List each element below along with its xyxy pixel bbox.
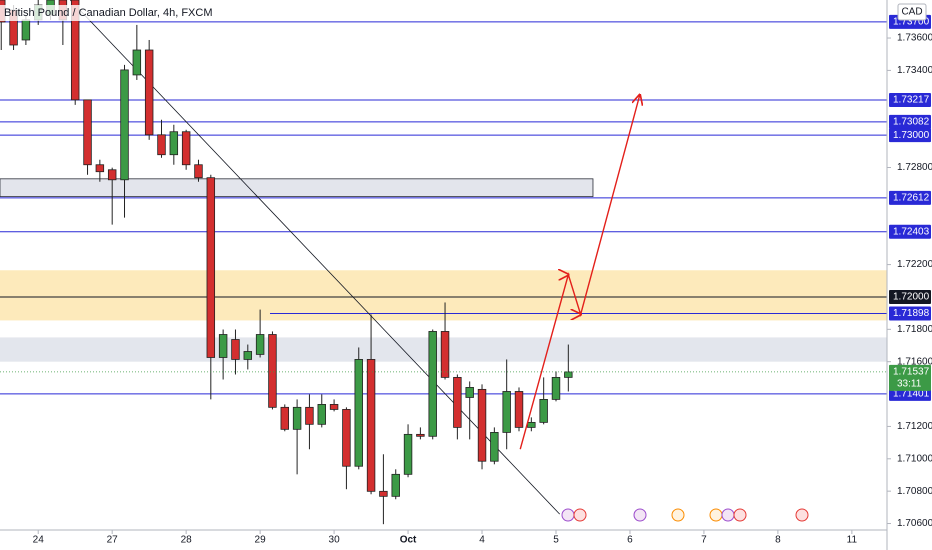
x-tick-label: 27 (107, 535, 119, 546)
candle-body (354, 359, 363, 467)
candle-body (379, 490, 388, 497)
candle-body (144, 49, 154, 136)
level-label: 1.72403 (893, 226, 930, 237)
x-tick-label: 28 (181, 535, 193, 546)
level-label: 1.73082 (893, 117, 930, 128)
candle-body (120, 69, 129, 181)
candle-body (70, 0, 80, 101)
level-label-bg (889, 128, 931, 143)
level-label: 1.73700 (893, 16, 930, 27)
level-label: 1.71898 (893, 308, 930, 319)
candle-body (428, 331, 437, 437)
x-tick-label: 11 (847, 535, 858, 546)
y-tick-label: 1.71200 (897, 421, 932, 432)
zone (0, 178, 594, 198)
candle-body (440, 331, 450, 378)
projection-arrow (519, 95, 640, 450)
x-tick-label: 4 (479, 535, 485, 546)
candle-body (107, 169, 117, 181)
level-label-bg (889, 190, 931, 205)
candle-body (181, 131, 191, 166)
candle-body (292, 406, 302, 430)
candle-body (317, 404, 326, 425)
candle-body (194, 164, 203, 179)
candle-body (206, 177, 216, 358)
candle-body (157, 134, 166, 156)
level-label: 1.71401 (893, 389, 930, 400)
y-tick-label: 1.72800 (897, 162, 932, 173)
x-tick-label: 30 (329, 535, 341, 546)
candle-body (564, 371, 573, 378)
y-tick-label: 1.71600 (897, 356, 932, 367)
candle-body (231, 339, 240, 360)
candle-body (280, 406, 289, 430)
candle-body (416, 433, 425, 437)
candle-body (305, 406, 314, 425)
candle-body (21, 19, 31, 41)
candle-body (329, 404, 339, 410)
candle-body (502, 391, 511, 433)
x-tick-label: 5 (553, 535, 559, 546)
candle-body (477, 388, 487, 462)
countdown-label: 33:11 (897, 379, 922, 390)
candle-body (453, 376, 462, 428)
level-label-bg (889, 93, 931, 108)
candle-body (243, 351, 253, 360)
current-price-label: 1.71537 (893, 367, 930, 378)
candle-body (403, 433, 413, 475)
x-tick-label: 6 (627, 535, 633, 546)
chart-title: British Pound / Canadian Dollar, 4h, FXC… (4, 7, 213, 19)
y-tick-label: 1.71800 (897, 324, 932, 335)
candle-body (490, 432, 499, 462)
x-tick-label: Oct (400, 535, 417, 546)
y-tick-label: 1.71000 (897, 453, 932, 464)
level-label: 1.73000 (893, 130, 930, 141)
candle-body (514, 391, 524, 428)
y-tick-label: 1.70600 (897, 518, 932, 529)
candle-body (366, 359, 376, 492)
y-tick-label: 1.73600 (897, 33, 932, 44)
zone (0, 270, 887, 321)
currency-badge (897, 3, 927, 21)
candle-body (255, 334, 265, 355)
candle-body (527, 421, 536, 428)
level-label-bg (889, 114, 931, 129)
level-label-bg (889, 289, 931, 304)
candle-body (132, 49, 142, 76)
level-label: 1.72612 (893, 193, 930, 204)
candle-body (391, 473, 400, 497)
y-tick-label: 1.73400 (897, 65, 932, 76)
currency-label: CAD (901, 7, 922, 18)
current-price-bg (889, 364, 931, 391)
candle-body (95, 164, 105, 173)
event-icons (561, 508, 809, 522)
y-tick-label: 1.72200 (897, 259, 932, 270)
x-tick-label: 8 (775, 535, 781, 546)
candle-body (169, 131, 179, 156)
level-label: 1.72000 (893, 292, 930, 303)
candle-body (342, 409, 351, 467)
level-label: 1.73217 (893, 95, 930, 106)
x-tick-label: 7 (701, 535, 707, 546)
title-bg (0, 5, 172, 21)
candle-body (268, 334, 277, 408)
y-tick-label: 1.70800 (897, 486, 932, 497)
candle-body (218, 334, 228, 358)
level-label-bg (889, 224, 931, 239)
x-tick-label: 24 (33, 535, 45, 546)
candle-body (539, 399, 548, 423)
candle-body (551, 376, 561, 400)
candle-body (465, 387, 474, 398)
candle-body (83, 99, 92, 166)
x-tick-label: 29 (255, 535, 267, 546)
level-label-bg (889, 306, 931, 321)
